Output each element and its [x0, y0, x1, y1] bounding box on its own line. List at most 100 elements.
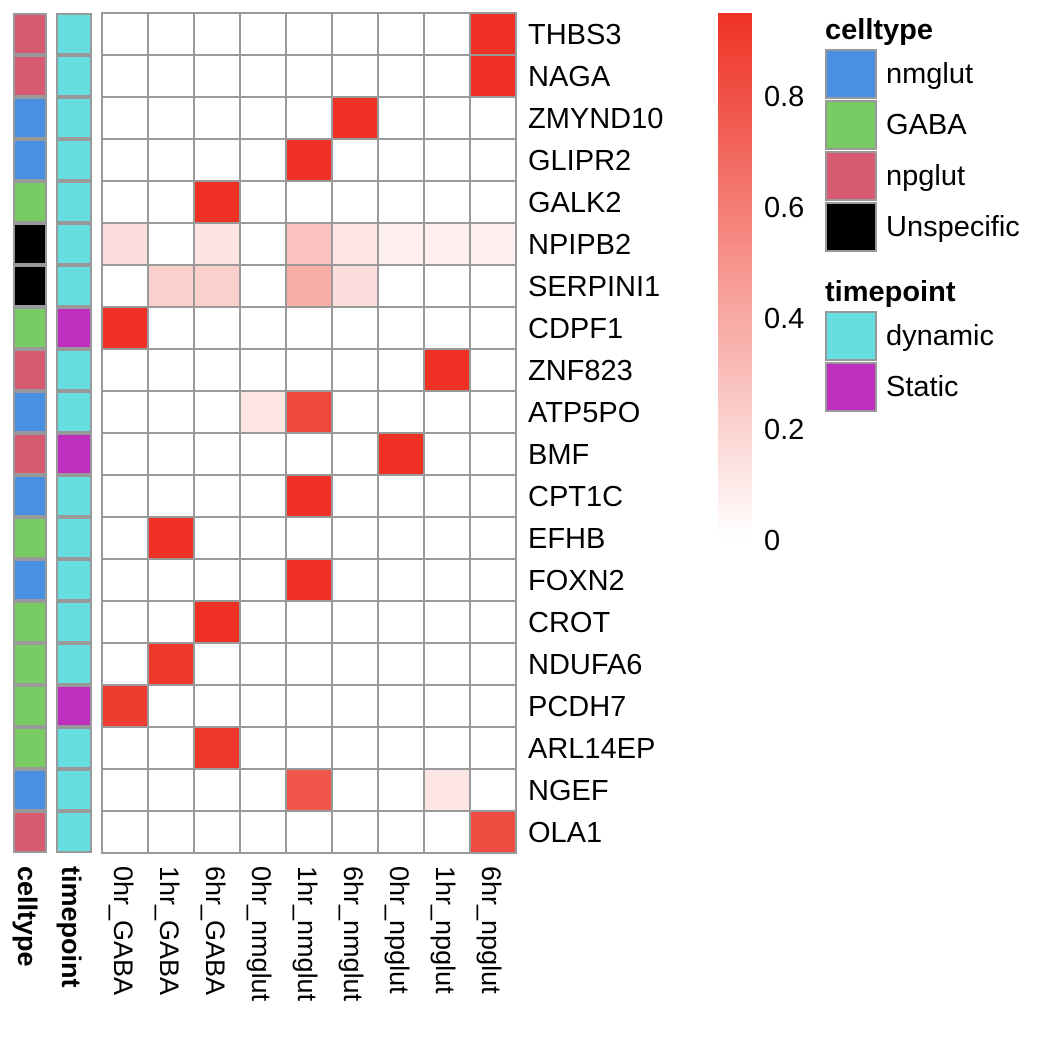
heatmap-cell — [285, 222, 333, 266]
heatmap-cell — [239, 432, 287, 476]
heatmap-cell — [147, 474, 195, 518]
heatmap-cell — [377, 96, 425, 140]
heatmap-cell — [147, 348, 195, 392]
timepoint-annotation-cell — [56, 265, 92, 307]
heatmap-cell — [469, 222, 517, 266]
heatmap-cell — [101, 96, 149, 140]
heatmap-cell — [147, 558, 195, 602]
colorbar-tick-label: 0.6 — [764, 192, 804, 224]
heatmap-cell — [423, 474, 471, 518]
row-label: FOXN2 — [528, 565, 625, 597]
heatmap-cell — [331, 264, 379, 308]
row-label: NPIPB2 — [528, 229, 631, 261]
heatmap-cell — [239, 180, 287, 224]
heatmap-cell — [239, 264, 287, 308]
legend-swatch-static — [825, 362, 877, 412]
heatmap-cell — [147, 726, 195, 770]
heatmap-cell — [147, 222, 195, 266]
celltype-annotation-cell — [13, 517, 47, 559]
heatmap-cell — [193, 306, 241, 350]
timepoint-annotation-cell — [56, 391, 92, 433]
heatmap-cell — [423, 726, 471, 770]
heatmap-cell — [377, 726, 425, 770]
heatmap-cell — [147, 138, 195, 182]
heatmap-cell — [285, 390, 333, 434]
celltype-annotation-cell — [13, 769, 47, 811]
heatmap-cell — [285, 54, 333, 98]
heatmap-cell — [147, 516, 195, 560]
legend-title: celltype — [825, 14, 933, 46]
heatmap-cell — [101, 348, 149, 392]
heatmap-cell — [193, 348, 241, 392]
heatmap-cell — [423, 264, 471, 308]
heatmap-cell — [423, 684, 471, 728]
heatmap-cell — [239, 138, 287, 182]
heatmap-cell — [423, 180, 471, 224]
legend-label: npglut — [886, 160, 965, 192]
celltype-annotation-label: celltype — [12, 866, 42, 967]
heatmap-cell — [101, 222, 149, 266]
celltype-annotation-cell — [13, 685, 47, 727]
heatmap-cell — [193, 642, 241, 686]
timepoint-annotation-cell — [56, 727, 92, 769]
heatmap-cell — [101, 390, 149, 434]
heatmap-cell — [423, 516, 471, 560]
row-label: ARL14EP — [528, 733, 655, 765]
heatmap-cell — [423, 558, 471, 602]
heatmap-cell — [331, 474, 379, 518]
heatmap-cell — [193, 12, 241, 56]
colorbar-tick-label: 0.2 — [764, 414, 804, 446]
heatmap-cell — [331, 516, 379, 560]
heatmap-cell — [423, 768, 471, 812]
heatmap-cell — [331, 642, 379, 686]
celltype-annotation-cell — [13, 139, 47, 181]
column-label: 1hr_GABA — [154, 866, 184, 995]
celltype-annotation-cell — [13, 391, 47, 433]
heatmap-cell — [469, 810, 517, 854]
heatmap-cell — [101, 600, 149, 644]
timepoint-annotation-cell — [56, 685, 92, 727]
heatmap-cell — [469, 768, 517, 812]
heatmap-cell — [193, 684, 241, 728]
heatmap-cell — [101, 516, 149, 560]
legend-swatch-gaba — [825, 100, 877, 150]
heatmap-cell — [239, 12, 287, 56]
heatmap-cell — [469, 558, 517, 602]
column-label: 0hr_nmglut — [246, 866, 276, 1002]
row-label: CROT — [528, 607, 610, 639]
heatmap-cell — [423, 306, 471, 350]
heatmap-cell — [469, 306, 517, 350]
heatmap-cell — [239, 54, 287, 98]
celltype-annotation-cell — [13, 97, 47, 139]
heatmap-cell — [239, 306, 287, 350]
column-label: 1hr_nmglut — [292, 866, 322, 1002]
heatmap-cell — [331, 558, 379, 602]
timepoint-annotation-cell — [56, 223, 92, 265]
heatmap-cell — [331, 348, 379, 392]
legend-label: Unspecific — [886, 211, 1020, 243]
heatmap-cell — [285, 96, 333, 140]
heatmap-cell — [331, 684, 379, 728]
heatmap-cell — [239, 390, 287, 434]
heatmap-cell — [469, 96, 517, 140]
heatmap-cell — [101, 810, 149, 854]
row-label: GLIPR2 — [528, 145, 631, 177]
heatmap-cell — [377, 558, 425, 602]
row-label: ZMYND10 — [528, 103, 663, 135]
heatmap-cell — [147, 684, 195, 728]
heatmap-cell — [193, 432, 241, 476]
heatmap-cell — [193, 768, 241, 812]
celltype-annotation-cell — [13, 559, 47, 601]
heatmap-cell — [193, 810, 241, 854]
heatmap-cell — [423, 642, 471, 686]
heatmap-cell — [423, 138, 471, 182]
heatmap-cell — [469, 264, 517, 308]
heatmap-cell — [285, 810, 333, 854]
heatmap-cell — [331, 306, 379, 350]
heatmap-cell — [101, 558, 149, 602]
heatmap-cell — [331, 600, 379, 644]
heatmap-cell — [239, 600, 287, 644]
timepoint-annotation-cell — [56, 55, 92, 97]
celltype-annotation-cell — [13, 811, 47, 853]
heatmap-cell — [239, 516, 287, 560]
